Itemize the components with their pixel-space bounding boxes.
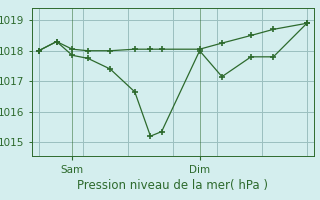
X-axis label: Pression niveau de la mer( hPa ): Pression niveau de la mer( hPa ) [77,179,268,192]
